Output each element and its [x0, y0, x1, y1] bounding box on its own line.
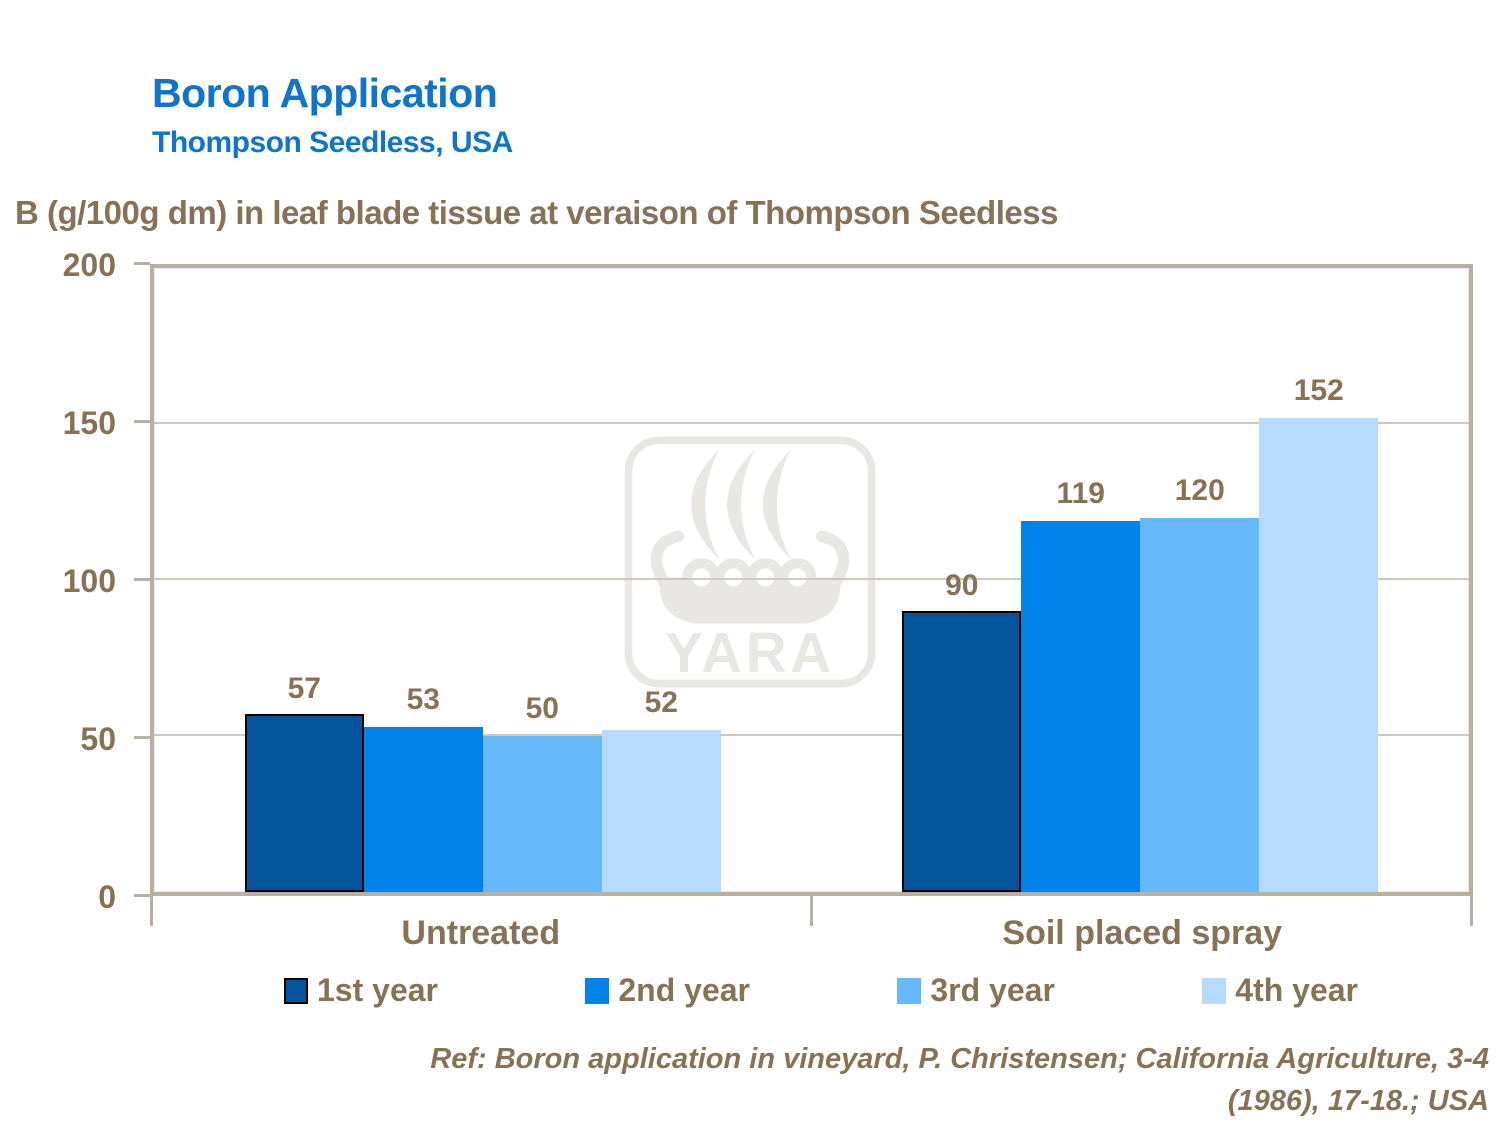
plot-area: YARA 57 53 50 52 90 119 120 152 — [150, 264, 1473, 896]
legend-item: 1st year — [284, 972, 438, 1009]
gridline — [154, 422, 1469, 424]
legend-marker — [284, 977, 308, 1004]
bar-value-label: 152 — [1293, 373, 1344, 407]
watermark-text: YARA — [665, 621, 835, 684]
legend-item: 3rd year — [897, 972, 1055, 1009]
bar-value-label: 119 — [1056, 476, 1105, 510]
bar: 57 — [244, 672, 364, 892]
reference-line-1: Ref: Boron application in vineyard, P. C… — [430, 1043, 1489, 1075]
legend-label: 3rd year — [930, 972, 1055, 1008]
y-tick-label: 50 — [80, 721, 116, 757]
bar: 120 — [1140, 474, 1260, 892]
bar-value-label: 52 — [644, 685, 678, 719]
x-category-label: Untreated — [401, 914, 561, 952]
page-title: Boron Application — [152, 70, 498, 116]
y-tick-mark — [134, 578, 150, 581]
x-category-label: Soil placed spray — [1002, 914, 1283, 952]
x-axis-labels: Untreated Soil placed spray — [150, 914, 1473, 953]
y-axis: 0 50 100 150 200 — [0, 247, 150, 915]
bar-value-label: 50 — [525, 692, 559, 725]
bar-value-label: 120 — [1174, 473, 1225, 507]
bar-value-label: 57 — [287, 672, 321, 706]
legend-item: 2nd year — [585, 972, 750, 1009]
bar: 53 — [363, 683, 483, 892]
bar: 119 — [1021, 477, 1141, 892]
legend-label: 1st year — [317, 972, 438, 1008]
legend-label: 2nd year — [618, 972, 750, 1008]
bar: 152 — [1259, 374, 1379, 892]
x-tick-mark — [1470, 894, 1473, 926]
bar-group: 90 119 120 152 — [812, 268, 1470, 892]
legend-marker — [897, 977, 922, 1004]
legend-label: 4th year — [1235, 972, 1358, 1008]
bar: 52 — [601, 686, 721, 892]
legend: 1st year 2nd year 3rd year 4th year — [284, 972, 1358, 1009]
reference-line-2: (1986), 17-18.; USA — [1227, 1085, 1489, 1118]
legend-marker — [585, 977, 610, 1004]
legend-item: 4th year — [1202, 972, 1358, 1009]
bar-value-label: 53 — [406, 682, 440, 716]
y-tick-mark — [134, 736, 150, 739]
page-subtitle: Thompson Seedless, USA — [152, 126, 513, 159]
gridline — [154, 734, 1469, 736]
y-tick-mark — [134, 420, 150, 423]
y-tick-label: 150 — [62, 405, 116, 441]
viking-ship-icon: YARA — [624, 436, 876, 688]
y-tick-label: 100 — [62, 563, 116, 599]
yara-watermark: YARA — [622, 434, 878, 690]
reference-text: Ref: Boron application in vineyard, P. C… — [430, 1038, 1489, 1122]
x-tick-mark — [810, 894, 813, 926]
y-tick-label: 0 — [98, 879, 116, 915]
bar: 90 — [902, 569, 1022, 892]
gridline — [154, 578, 1469, 580]
bar-value-label: 90 — [945, 569, 979, 603]
y-tick-mark — [134, 262, 150, 265]
bar-groups: 57 53 50 52 90 119 120 152 — [154, 268, 1469, 892]
y-tick-label: 200 — [62, 247, 116, 283]
legend-marker — [1202, 977, 1227, 1004]
bar: 50 — [482, 692, 602, 892]
chart-heading: B (g/100g dm) in leaf blade tissue at ve… — [15, 194, 1058, 231]
y-tick-mark — [134, 894, 150, 897]
bar-group: 57 53 50 52 — [154, 268, 812, 892]
x-tick-mark — [150, 894, 153, 926]
